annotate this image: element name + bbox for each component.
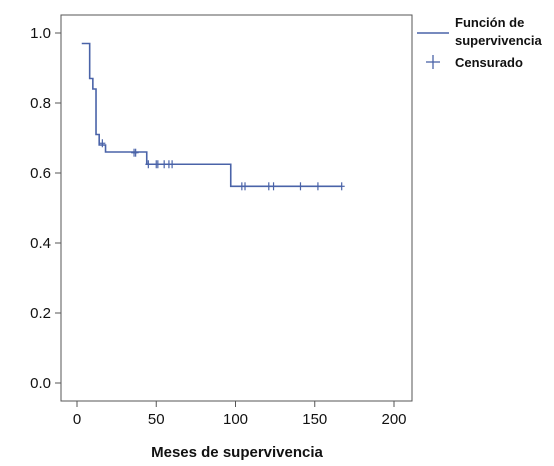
- x-tick-label: 100: [223, 411, 248, 428]
- legend-line-label-2: supervivencia: [455, 33, 542, 48]
- legend: Función de supervivencia Censurado: [417, 15, 542, 70]
- legend-line-label-1: Función de: [455, 15, 524, 30]
- plot-frame: [60, 14, 413, 402]
- y-tick-label: 0.0: [30, 375, 51, 392]
- y-tick-label: 1.0: [30, 25, 51, 42]
- x-tick-label: 50: [148, 411, 165, 428]
- censored-marks: [99, 139, 345, 191]
- x-tick-label: 0: [73, 411, 81, 428]
- survival-curve: [81, 42, 342, 188]
- legend-censored-label: Censurado: [455, 55, 523, 70]
- x-tick-label: 200: [381, 411, 406, 428]
- series-group: [81, 42, 342, 188]
- axis-ticks: 0 50 100 150 200 0.0 0.2 0.4 0.6 0.8 1.0: [30, 25, 406, 428]
- x-tick-label: 150: [302, 411, 327, 428]
- x-axis-title: Meses de supervivencia: [151, 444, 323, 461]
- y-tick-label: 0.2: [30, 305, 51, 322]
- y-tick-label: 0.8: [30, 95, 51, 112]
- y-tick-label: 0.4: [30, 235, 51, 252]
- y-tick-label: 0.6: [30, 165, 51, 182]
